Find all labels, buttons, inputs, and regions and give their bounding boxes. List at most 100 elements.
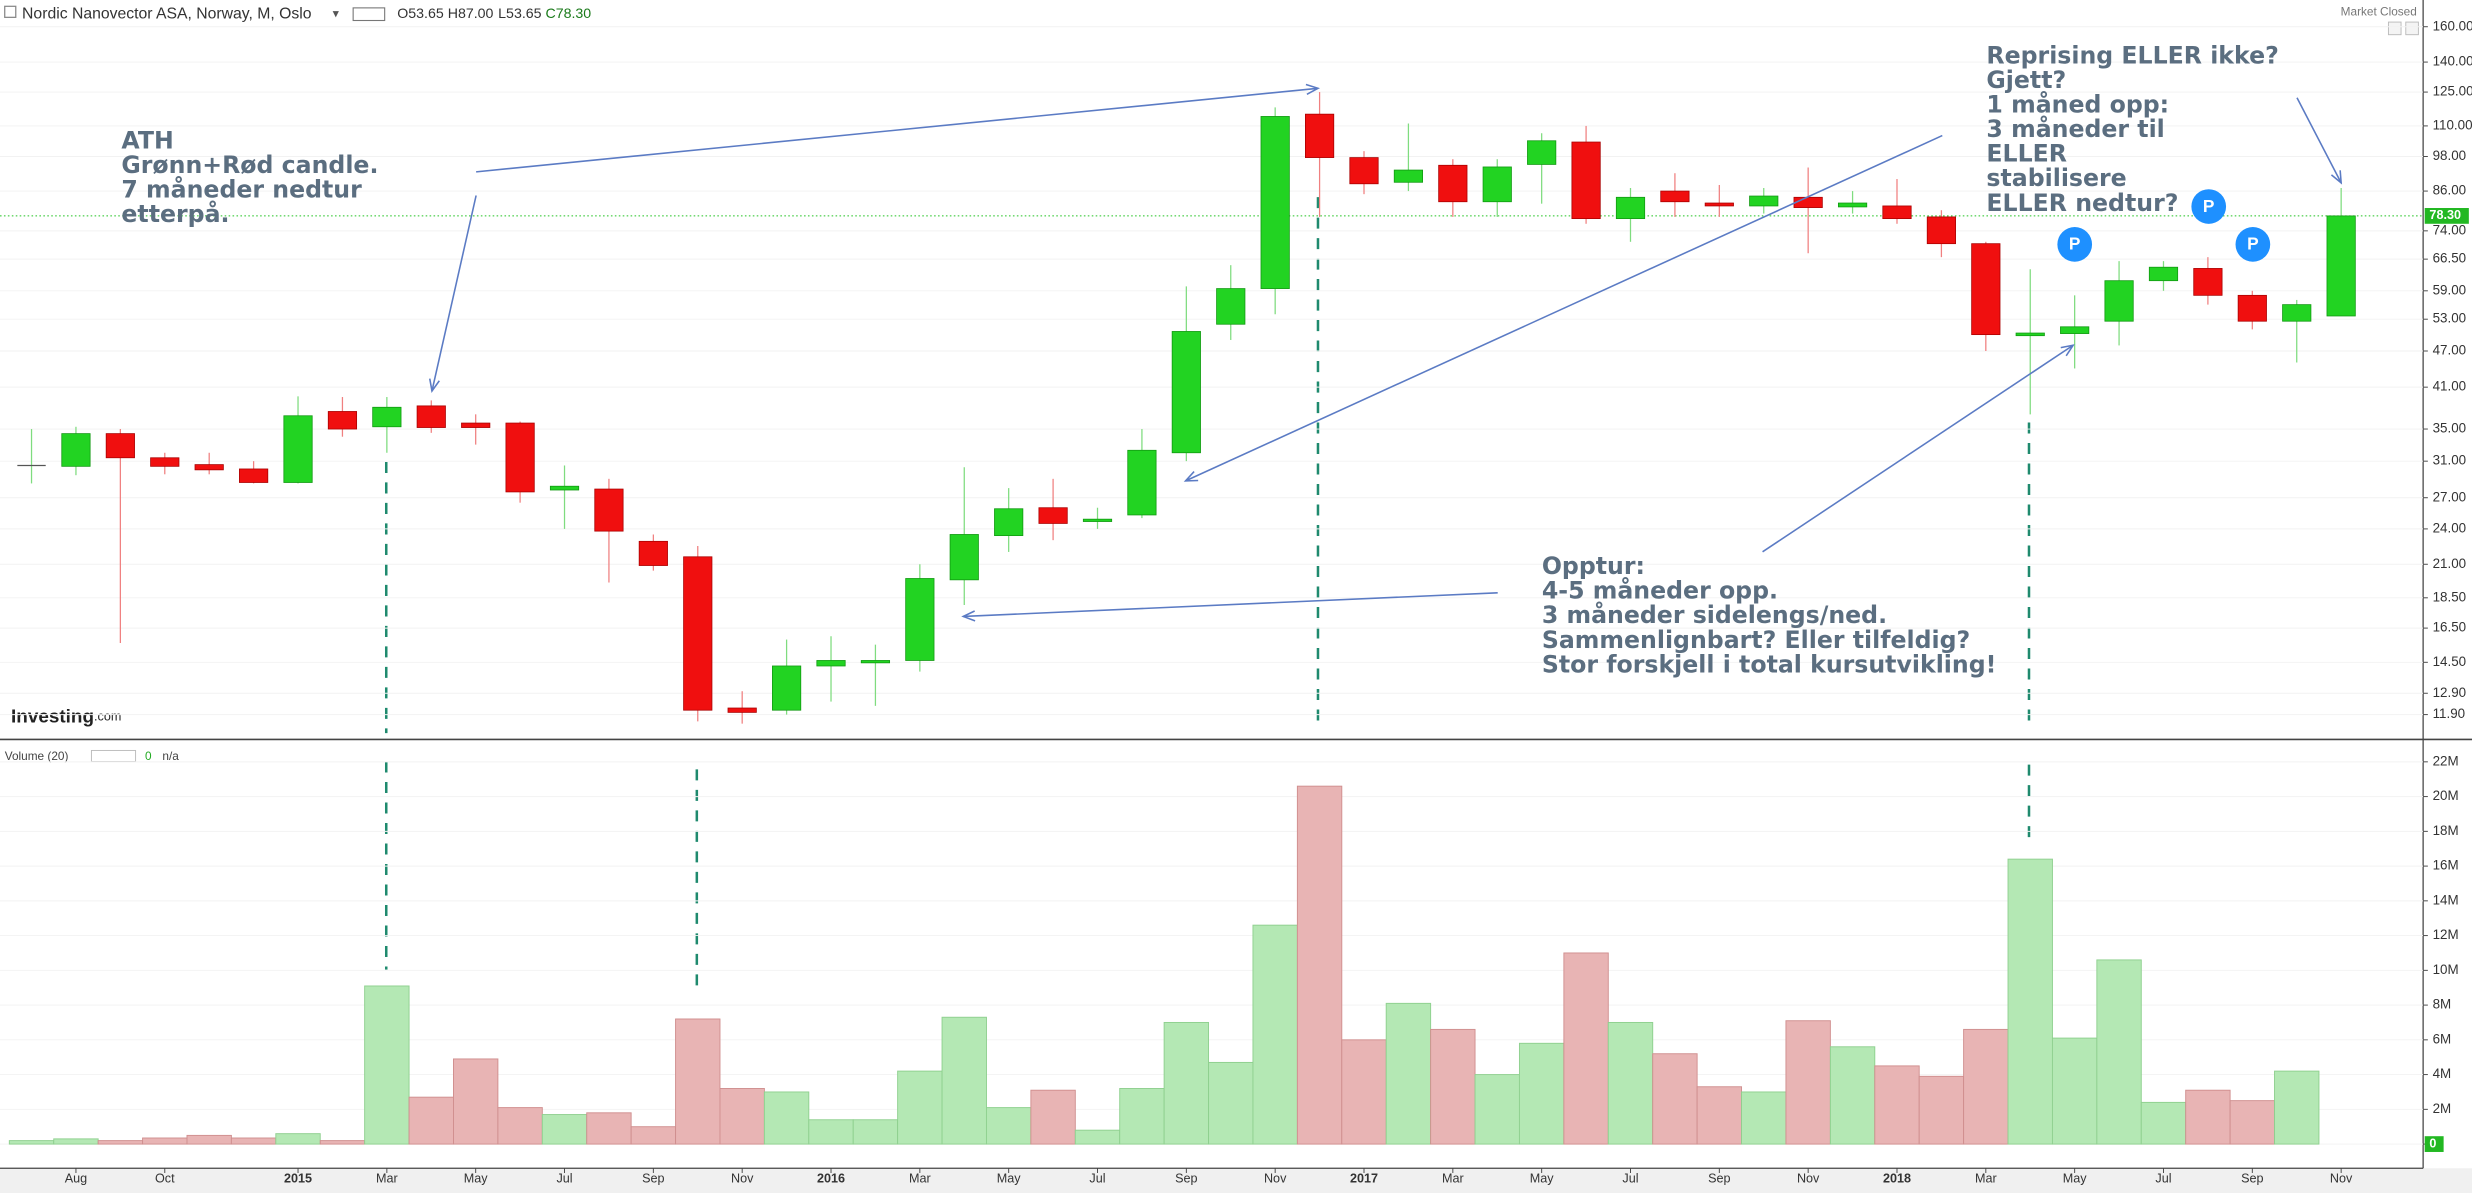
candle-body [1882, 205, 1912, 220]
y2-tick-label: 20M [2433, 788, 2459, 803]
x-tick-label: Sep [1175, 1172, 1197, 1186]
volume-bar [2051, 1037, 2098, 1145]
volume-bar [763, 1091, 810, 1145]
x-tick-label: 2018 [1883, 1172, 1911, 1186]
annotation-arrow [1185, 134, 1943, 482]
candle-body [2015, 332, 2045, 337]
volume-bar [1385, 1002, 1432, 1145]
volume-bar [1296, 785, 1343, 1145]
y-tick-label: 31.00 [2433, 453, 2467, 468]
candle-body [505, 422, 535, 493]
candle-body [683, 556, 713, 711]
candle-body [1349, 157, 1379, 185]
candle-body [1660, 190, 1690, 203]
event-marker[interactable] [2057, 227, 2093, 262]
y-tick-label: 125.00 [2433, 84, 2472, 99]
y-tick-label: 14.50 [2433, 654, 2467, 669]
candle-body [1305, 113, 1335, 158]
volume-bar [1341, 1039, 1387, 1145]
zoom-button[interactable] [2387, 21, 2402, 36]
volume-bar [541, 1114, 588, 1145]
y-tick-label: 160.00 [2433, 18, 2472, 33]
annotation-arrow [431, 195, 477, 392]
candle-body [1216, 288, 1246, 325]
y2-tick-label: 4M [2433, 1066, 2452, 1081]
volume-bar [453, 1058, 499, 1145]
x-tick-label: Jul [1089, 1172, 1105, 1186]
candle-body [327, 411, 358, 430]
volume-bar [2096, 959, 2142, 1145]
y-tick-label: 110.00 [2433, 117, 2472, 132]
y2-tick-label: 2M [2433, 1101, 2452, 1116]
event-marker[interactable] [2235, 227, 2271, 262]
x-tick-label: May [464, 1172, 489, 1186]
candle-body [1793, 196, 1823, 208]
x-tick-label: Mar [1975, 1172, 1997, 1186]
volume-bar [230, 1137, 277, 1145]
header-icons[interactable] [352, 7, 386, 22]
y2-tick-label: 18M [2433, 823, 2459, 838]
x-tick-label: Mar [1442, 1172, 1464, 1186]
candle-body [1704, 202, 1734, 207]
annotation-arrow [963, 592, 1498, 618]
zoom-button[interactable] [2405, 21, 2419, 36]
event-marker-label: P [2069, 234, 2081, 254]
candle-body [61, 433, 91, 467]
candle-body [2104, 280, 2134, 322]
candle-body [2060, 326, 2090, 334]
volume-bar [1518, 1042, 1565, 1145]
event-marker-label: P [2203, 196, 2215, 216]
volume-bar [1074, 1129, 1121, 1145]
candle-body [994, 508, 1024, 537]
candle-body [2237, 294, 2267, 322]
annotation-arrow [2296, 97, 2342, 184]
candle-body [1615, 196, 1646, 220]
dashed-guides [384, 197, 2031, 986]
last-price-box [2424, 208, 2469, 224]
volume-bar [1829, 1046, 1876, 1145]
x-tick-label: 2017 [1350, 1172, 1378, 1186]
y-tick-label: 16.50 [2433, 620, 2467, 635]
x-tick-label: May [1530, 1172, 1555, 1186]
ohlc-value: H87.00 [448, 6, 494, 22]
volume-bar [675, 1018, 721, 1145]
x-tick-label: 2015 [284, 1172, 312, 1186]
annotation-text: etterpå. [121, 200, 229, 228]
candle-body [194, 464, 224, 471]
candle-body [2193, 268, 2223, 296]
candle-body [1482, 166, 1512, 203]
dropdown-arrow[interactable]: ▾ [333, 7, 340, 21]
annotation-text: 4-5 måneder opp. [1542, 577, 1778, 605]
annotation-text: Reprising ELLER ikke? [1986, 41, 2278, 69]
volume-bar [1474, 1074, 1520, 1145]
y-tick-label: 27.00 [2433, 489, 2467, 504]
candle-body [416, 405, 446, 428]
volume-bar [1163, 1021, 1210, 1145]
volume-bar [364, 985, 410, 1145]
y2-tick-label: 12M [2433, 927, 2459, 942]
volume-bar [941, 1016, 987, 1145]
event-marker[interactable] [2191, 189, 2227, 224]
y-tick-label: 35.00 [2433, 421, 2467, 436]
volume-bar [53, 1138, 99, 1145]
volume-bar [1030, 1089, 1076, 1145]
candle-body [727, 707, 757, 713]
y-tick-label: 86.00 [2433, 183, 2467, 198]
x-tick-label: Jul [1622, 1172, 1638, 1186]
arrow-head [1305, 83, 1320, 96]
arrow-head [2330, 170, 2343, 185]
annotation-text: 7 måneder nedtur [121, 176, 362, 204]
candle-body [594, 488, 624, 532]
candle-body [1127, 449, 1157, 516]
x-tick-label: Nov [2330, 1172, 2353, 1186]
last-price-label: 78.30 [2429, 208, 2461, 222]
y2-tick-label: 14M [2433, 892, 2459, 907]
volume-bar [1208, 1061, 1254, 1145]
x-tick-label: Mar [376, 1172, 398, 1186]
collapse-icon[interactable] [4, 5, 17, 18]
candle-body [461, 422, 491, 428]
annotation-text: ATH [121, 126, 173, 154]
volume-bar [1563, 952, 1609, 1145]
arrow-head [961, 610, 976, 622]
volume-bar [142, 1137, 188, 1145]
